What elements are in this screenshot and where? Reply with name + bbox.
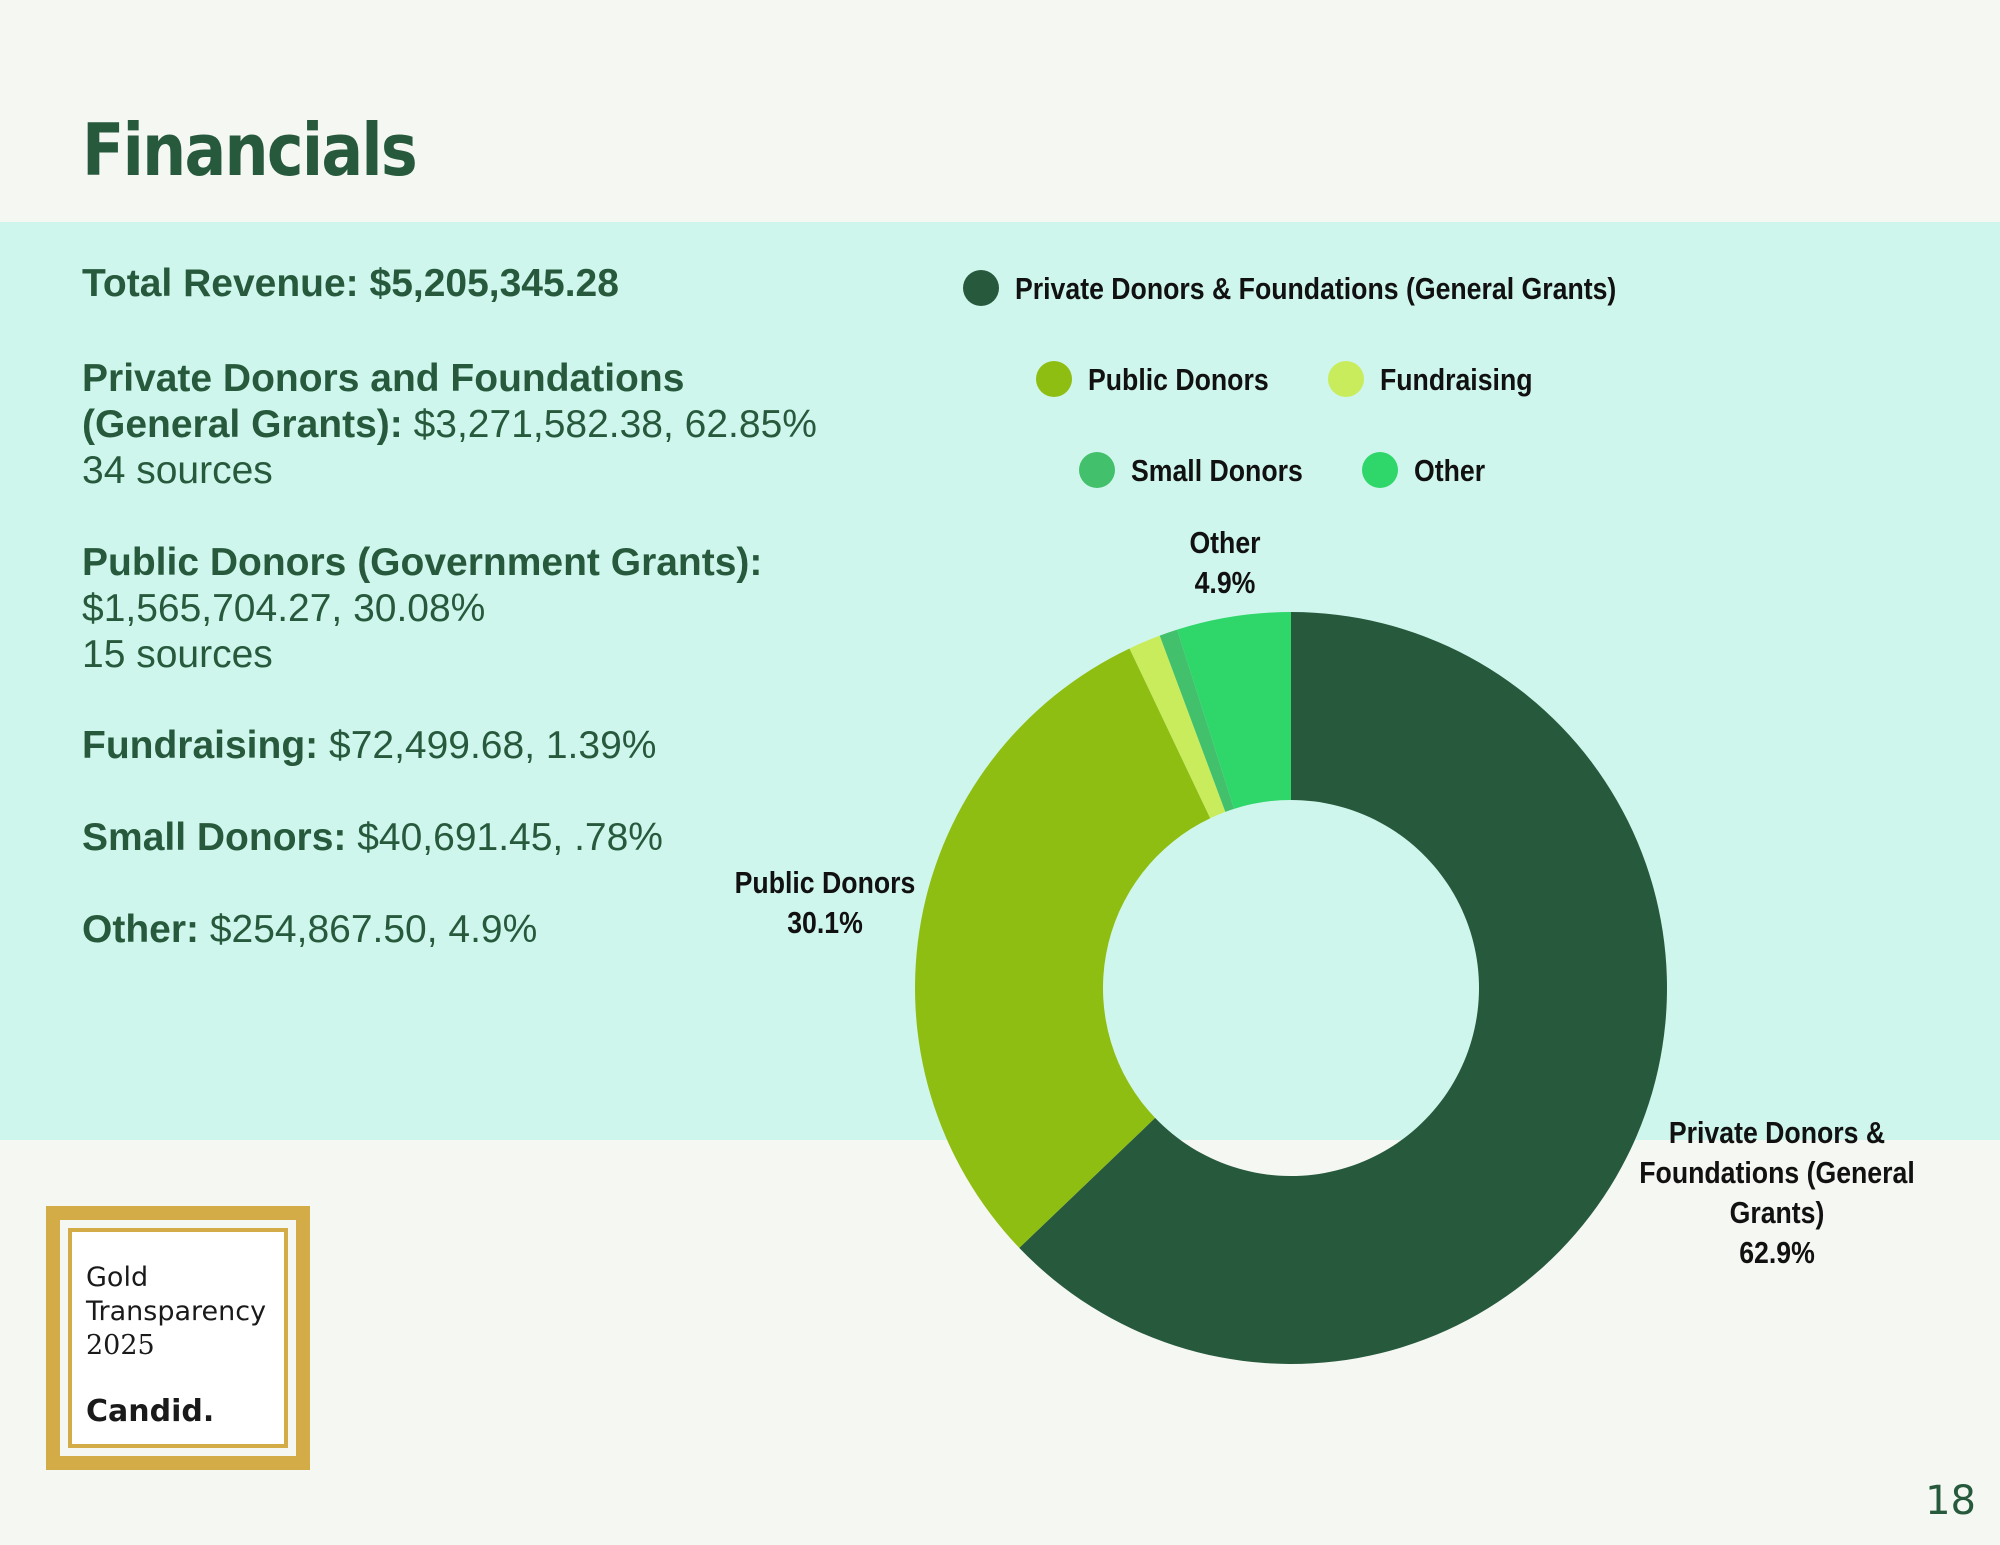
breakdown-value: $3,271,582.38, 62.85% xyxy=(413,403,817,446)
legend-item-other: Other xyxy=(1362,452,1485,489)
legend-item-private-donors-foundations-general-grants: Private Donors & Foundations (General Gr… xyxy=(963,270,1616,307)
breakdown-label-cont: (General Grants): xyxy=(82,403,403,446)
slice-fundraising xyxy=(1129,635,1226,819)
breakdown-value: $1,565,704.27, 30.08% xyxy=(82,587,486,630)
page-number: 18 xyxy=(1925,1478,1976,1524)
legend-label: Fundraising xyxy=(1380,363,1533,397)
page-title: Financials xyxy=(82,108,418,192)
breakdown-label: Fundraising: xyxy=(82,724,319,767)
badge-frame-inner xyxy=(72,1232,284,1444)
legend-swatch xyxy=(1362,452,1398,488)
total-revenue-label: Total Revenue: xyxy=(82,262,359,305)
legend-label: Small Donors xyxy=(1131,454,1303,488)
legend-swatch xyxy=(1079,452,1115,488)
badge-brand: Candid. xyxy=(86,1394,215,1429)
legend-swatch xyxy=(963,270,999,306)
slice-other xyxy=(1177,612,1291,809)
legend-item-fundraising: Fundraising xyxy=(1328,361,1533,398)
legend-label: Public Donors xyxy=(1088,363,1269,397)
breakdown-other: Other: $254,867.50, 4.9% xyxy=(82,907,842,953)
slice-small-donors xyxy=(1159,629,1235,812)
breakdown-label: Small Donors: xyxy=(82,816,347,859)
legend-label: Other xyxy=(1414,454,1485,488)
total-revenue: Total Revenue: $5,205,345.28 xyxy=(82,262,619,306)
legend-swatch xyxy=(1328,361,1364,397)
total-revenue-value: $5,205,345.28 xyxy=(369,262,619,305)
breakdown-public-donors: Public Donors (Government Grants): $1,56… xyxy=(82,540,842,678)
breakdown-small-donors: Small Donors: $40,691.45, .78% xyxy=(82,815,842,861)
badge-year: 2025 xyxy=(86,1330,155,1361)
breakdown-private-donors: Private Donors and Foundations (General … xyxy=(82,356,842,494)
legend-item-small-donors: Small Donors xyxy=(1079,452,1303,489)
badge-line1: Gold xyxy=(86,1262,149,1293)
breakdown-sources: 34 sources xyxy=(82,449,273,492)
breakdown-label: Private Donors and Foundations xyxy=(82,357,685,400)
data-label-public-donors: Public Donors 30.1% xyxy=(735,866,916,940)
slice-public-donors xyxy=(915,648,1211,1248)
breakdown-label: Public Donors (Government Grants): xyxy=(82,541,763,584)
data-label-private-donors-foundations-general-grants: Private Donors & Foundations (General Gran… xyxy=(1639,1116,1914,1270)
legend-item-public-donors: Public Donors xyxy=(1036,361,1269,398)
breakdown-value: $72,499.68, 1.39% xyxy=(329,724,657,767)
gold-transparency-badge: Gold Transparency 2025 Candid. xyxy=(46,1206,310,1470)
breakdown-value: $40,691.45, .78% xyxy=(357,816,663,859)
breakdown-label: Other: xyxy=(82,908,199,951)
legend-label: Private Donors & Foundations (General Gr… xyxy=(1015,272,1616,306)
breakdown-value: $254,867.50, 4.9% xyxy=(209,908,538,951)
badge-line2: Transparency xyxy=(86,1296,267,1327)
breakdown-fundraising: Fundraising: $72,499.68, 1.39% xyxy=(82,723,842,769)
legend-swatch xyxy=(1036,361,1072,397)
slice-private-donors-foundations-general-grants xyxy=(1019,612,1667,1364)
breakdown-sources: 15 sources xyxy=(82,633,273,676)
data-label-other: Other 4.9% xyxy=(1189,526,1260,600)
